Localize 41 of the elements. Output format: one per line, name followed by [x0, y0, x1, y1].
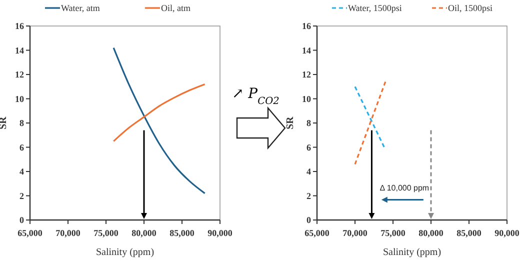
- y-tick-label: 12: [15, 70, 24, 80]
- y-tick-label: 0: [306, 215, 312, 225]
- line-series: [112, 47, 206, 194]
- x-tick-label: 65,000: [304, 228, 330, 238]
- legend-label: Water, 1500psi: [348, 3, 402, 13]
- legend-label: Water, atm: [61, 3, 100, 13]
- y-tick-label: 16: [302, 21, 312, 31]
- line-series: [112, 83, 206, 142]
- y-tick-label: 4: [306, 166, 312, 176]
- y-tick-label: 10: [302, 94, 312, 104]
- y-tick-label: 2: [20, 190, 24, 201]
- x-tick-label: 75,000: [380, 228, 406, 238]
- x-axis-title: Salinity (ppm): [382, 247, 442, 258]
- x-tick-label: 70,000: [56, 228, 81, 238]
- y-tick-label: 0: [20, 215, 24, 225]
- y-tick-label: 4: [20, 166, 24, 176]
- y-tick-label: 14: [15, 45, 24, 56]
- x-tick-label: 70,000: [342, 228, 368, 238]
- x-tick-label: 90,000: [208, 228, 233, 238]
- annotation: Δ 10,000 ppm: [380, 184, 430, 193]
- y-tick-label: 14: [302, 45, 312, 56]
- x-axis-title: Salinity (ppm): [96, 247, 154, 258]
- legend-label: Oil, 1500psi: [448, 3, 494, 13]
- x-tick-label: 85,000: [456, 228, 482, 238]
- x-tick-label: 80,000: [132, 228, 157, 238]
- y-tick-label: 10: [15, 94, 24, 104]
- x-tick-label: 90,000: [494, 228, 520, 238]
- y-tick-label: 2: [306, 190, 312, 201]
- text: ↗ P$_{CO2}$: [232, 86, 280, 106]
- x-tick-label: 65,000: [18, 228, 43, 238]
- legend-label: Oil, atm: [161, 3, 190, 13]
- x-tick-label: 85,000: [170, 228, 195, 238]
- y-tick-label: 16: [15, 21, 24, 31]
- y-tick-label: 8: [20, 118, 24, 128]
- x-tick-label: 80,000: [418, 228, 444, 238]
- y-tick-label: 12: [302, 70, 312, 80]
- y-tick-label: 6: [20, 142, 24, 152]
- y-tick-label: 8: [306, 118, 312, 128]
- y-axis-title: SR: [285, 116, 296, 130]
- y-tick-label: 6: [306, 142, 312, 152]
- x-tick-label: 75,000: [94, 228, 119, 238]
